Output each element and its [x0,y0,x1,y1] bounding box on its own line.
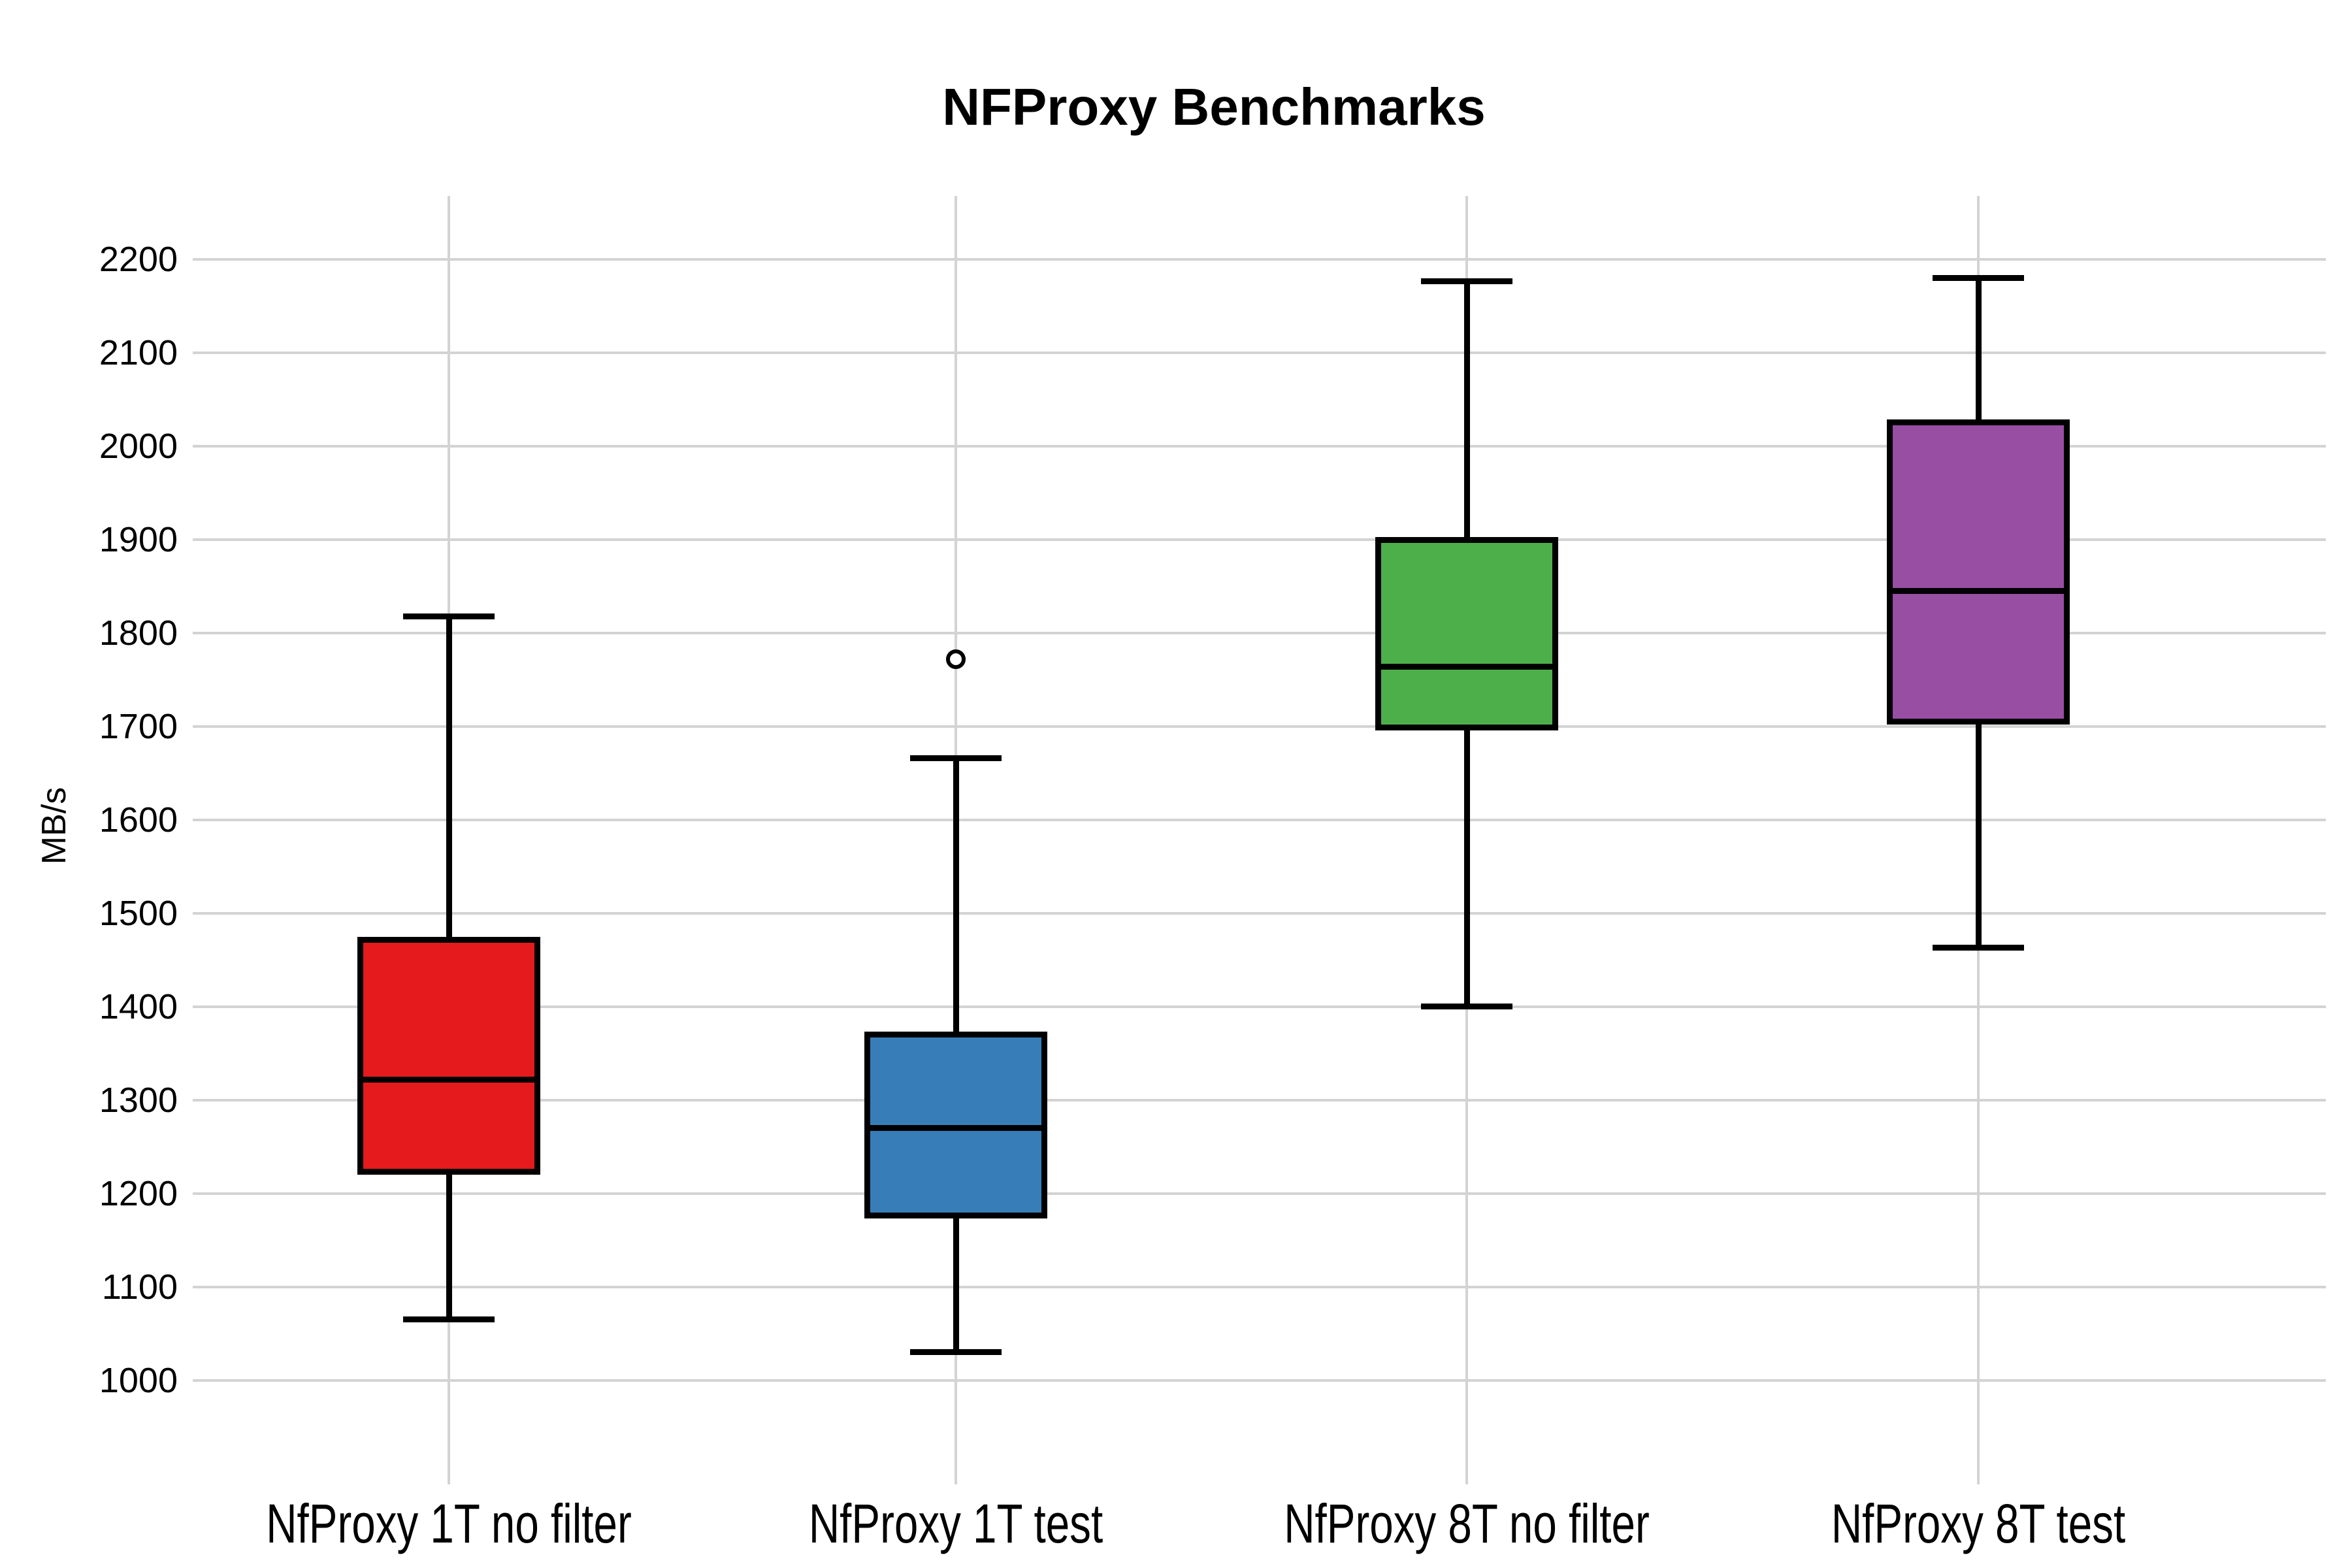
y-tick-label: 1200 [99,1173,178,1213]
h-gridline [193,632,2326,635]
y-tick-label: 2000 [99,427,178,466]
y-tick-label: 1800 [99,613,178,653]
median-line [357,1076,540,1083]
median-line [1375,663,1558,670]
h-gridline [193,725,2326,728]
whisker-cap-upper [1421,278,1512,284]
chart-title: NFProxy Benchmarks [942,78,1486,136]
whisker-cap-upper [403,613,495,619]
whisker-cap-lower [1421,1004,1512,1010]
y-tick-label: 1900 [99,520,178,560]
whisker-upper [1463,281,1470,537]
h-gridline [193,1098,2326,1102]
whisker-cap-lower [1933,945,2024,951]
box-nfproxy-1t-no-filter [357,936,540,1175]
median-line [1887,588,2070,595]
y-tick-label: 1500 [99,893,178,933]
box-nfproxy-8t-test [1887,419,2070,725]
whisker-lower [1975,725,1982,948]
y-tick-label: 1300 [99,1080,178,1120]
whisker-cap-upper [910,755,1002,762]
whisker-upper [1975,278,1982,419]
y-tick-label: 1000 [99,1360,178,1400]
h-gridline [193,1379,2326,1382]
box-nfproxy-8t-no-filter [1375,536,1558,730]
y-tick-label: 2200 [99,240,178,280]
h-gridline [193,258,2326,261]
y-tick-label: 1100 [101,1267,178,1307]
h-gridline [193,1192,2326,1195]
y-tick-label: 1400 [99,987,178,1026]
x-category-label: NfProxy 8T test [1831,1493,2126,1554]
y-tick-label: 1600 [99,800,178,840]
whisker-upper [446,616,452,937]
h-gridline [193,911,2326,915]
whisker-lower [1463,730,1470,1007]
median-line [864,1125,1047,1132]
x-category-label: NfProxy 1T test [808,1493,1103,1554]
h-gridline [193,1285,2326,1288]
outlier-marker [946,649,966,670]
h-gridline [193,351,2326,355]
x-category-label: NfProxy 1T no filter [266,1493,632,1554]
whisker-cap-lower [403,1316,495,1323]
x-category-label: NfProxy 8T no filter [1284,1493,1650,1554]
whisker-lower [446,1175,452,1320]
whisker-upper [953,758,959,1032]
y-tick-label: 2100 [99,333,178,373]
y-tick-label: 1700 [99,706,178,746]
h-gridline [193,1005,2326,1008]
whisker-cap-upper [1933,275,2024,282]
whisker-lower [953,1218,959,1352]
whisker-cap-lower [910,1349,1002,1356]
h-gridline [193,445,2326,448]
h-gridline [193,818,2326,821]
h-gridline [193,538,2326,542]
